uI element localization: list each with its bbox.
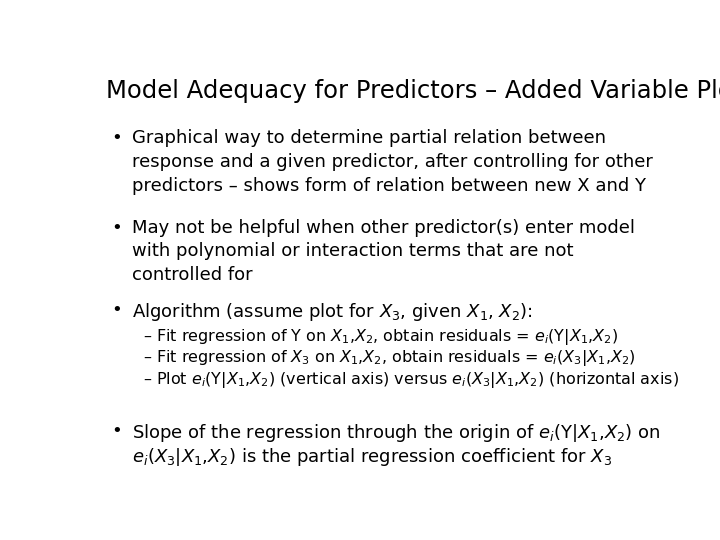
Text: •: • <box>111 219 122 237</box>
Text: – Fit regression of Y on $X_1$,$X_2$, obtain residuals = $e_i$(Y|$X_1$,$X_2$): – Fit regression of Y on $X_1$,$X_2$, ob… <box>143 327 618 347</box>
Text: with polynomial or interaction terms that are not: with polynomial or interaction terms tha… <box>132 242 573 260</box>
Text: •: • <box>111 129 122 147</box>
Text: – Plot $e_i$(Y|$X_1$,$X_2$) (vertical axis) versus $e_i$($X_3$|$X_1$,$X_2$) (hor: – Plot $e_i$(Y|$X_1$,$X_2$) (vertical ax… <box>143 370 679 390</box>
Text: – Fit regression of $X_3$ on $X_1$,$X_2$, obtain residuals = $e_i$($X_3$|$X_1$,$: – Fit regression of $X_3$ on $X_1$,$X_2$… <box>143 348 636 368</box>
Text: •: • <box>111 422 122 441</box>
Text: Slope of the regression through the origin of $e_i$(Y|$X_1$,$X_2$) on: Slope of the regression through the orig… <box>132 422 660 444</box>
Text: •: • <box>111 301 122 319</box>
Text: Algorithm (assume plot for $X_3$, given $X_1$, $X_2$):: Algorithm (assume plot for $X_3$, given … <box>132 301 533 323</box>
Text: $e_i$($X_3$|$X_1$,$X_2$) is the partial regression coefficient for $X_3$: $e_i$($X_3$|$X_1$,$X_2$) is the partial … <box>132 446 612 468</box>
Text: May not be helpful when other predictor(s) enter model: May not be helpful when other predictor(… <box>132 219 635 237</box>
Text: predictors – shows form of relation between new X and Y: predictors – shows form of relation betw… <box>132 177 646 194</box>
Text: Graphical way to determine partial relation between: Graphical way to determine partial relat… <box>132 129 606 147</box>
Text: controlled for: controlled for <box>132 266 253 284</box>
Text: Model Adequacy for Predictors – Added Variable Plot: Model Adequacy for Predictors – Added Va… <box>106 79 720 103</box>
Text: response and a given predictor, after controlling for other: response and a given predictor, after co… <box>132 153 653 171</box>
